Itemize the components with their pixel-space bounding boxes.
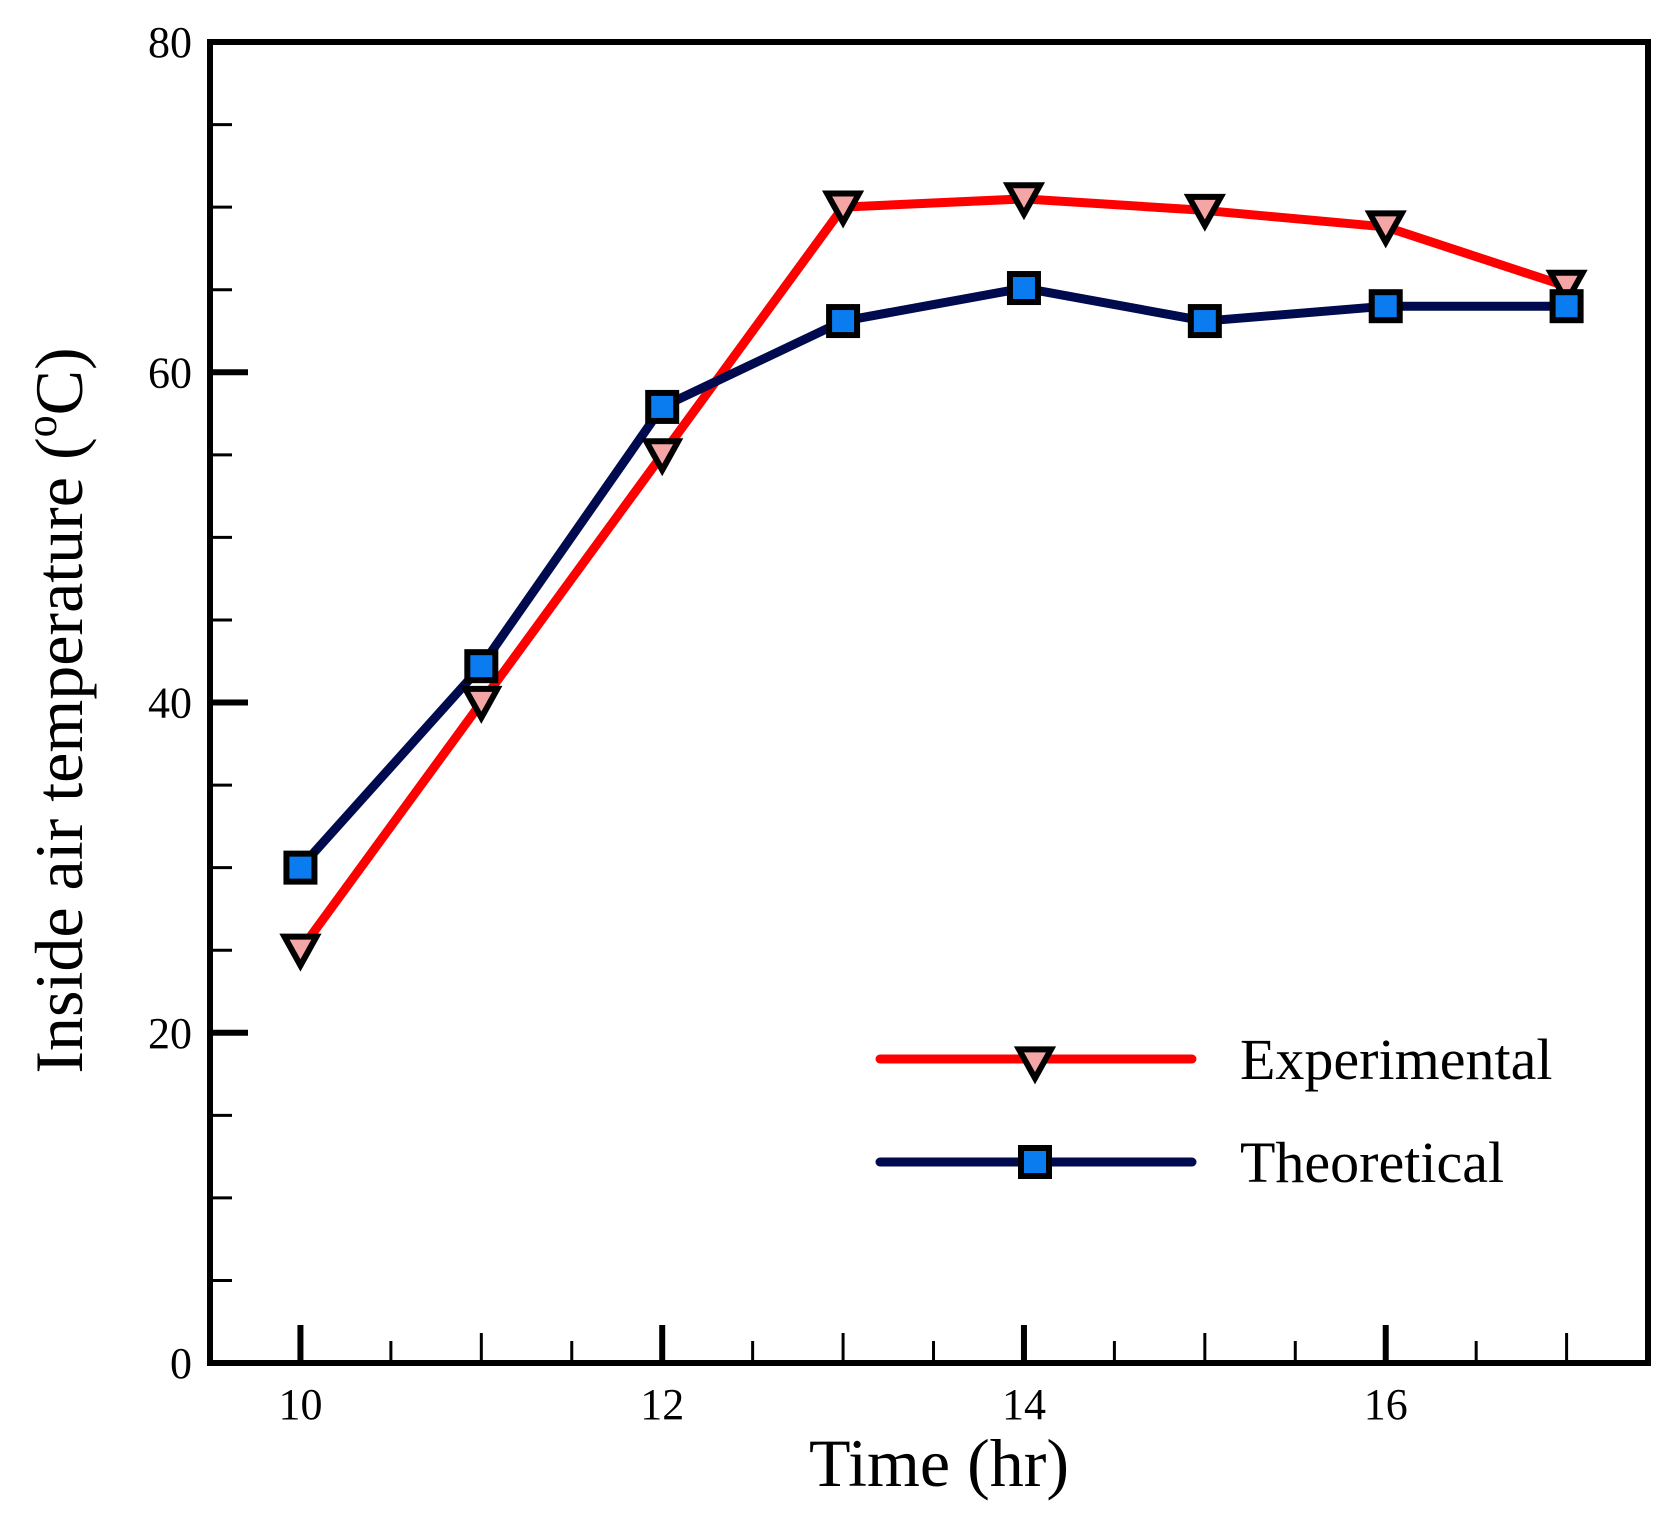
y-tick-label: 80: [148, 18, 192, 67]
data-point-theoretical: [826, 304, 861, 339]
x-tick-label: 12: [640, 1380, 684, 1429]
tick-labels: 0 20 40 60 80 10 12 14 16: [148, 18, 1408, 1429]
x-axis-title: Time (hr): [809, 1425, 1069, 1501]
data-point-experimental: [1183, 193, 1226, 232]
legend: Experimental Theoretical: [875, 1027, 1552, 1195]
y-tick-label: 20: [148, 1009, 192, 1058]
data-point-theoretical: [464, 649, 499, 684]
y-tick-label: 60: [148, 348, 192, 397]
data-point-experimental: [821, 190, 865, 229]
data-point-theoretical: [1549, 289, 1584, 324]
legend-label-theoretical: Theoretical: [1240, 1130, 1504, 1195]
legend-label-experimental: Experimental: [1240, 1027, 1552, 1092]
y-tick-label: 0: [170, 1339, 192, 1388]
data-point-theoretical: [1006, 271, 1041, 306]
y-axis-title-main: Inside air temperature (: [21, 437, 97, 1073]
data-point-theoretical: [283, 850, 318, 885]
y-axis-title: Inside air temperature (oC): [17, 347, 97, 1073]
plot-frame: [207, 39, 1651, 1366]
data-point-experimental: [1002, 182, 1046, 221]
y-axis-title-sup: o: [17, 415, 66, 437]
data-point-theoretical: [1187, 304, 1222, 339]
series-layer: [295, 194, 1572, 955]
data-point-experimental: [460, 685, 503, 724]
series-line-theoretical: [295, 283, 1572, 873]
data-point-experimental: [279, 933, 322, 972]
data-point-experimental: [1545, 269, 1588, 308]
y-tick-label: 40: [148, 679, 192, 728]
marker-layer: [279, 182, 1588, 972]
x-tick-label: 14: [1002, 1380, 1046, 1429]
series-line-experimental: [295, 194, 1572, 955]
tick-marks: [208, 39, 1569, 1366]
data-point-experimental: [641, 438, 684, 477]
x-tick-label: 10: [278, 1380, 322, 1429]
legend-marker-experimental: [1013, 1046, 1057, 1085]
y-axis-title-tail: C): [21, 347, 97, 415]
data-point-experimental: [1364, 210, 1407, 249]
legend-marker-theoretical: [1018, 1145, 1052, 1179]
data-point-theoretical: [1368, 289, 1403, 324]
x-tick-label: 16: [1364, 1380, 1408, 1429]
data-point-theoretical: [645, 389, 680, 424]
